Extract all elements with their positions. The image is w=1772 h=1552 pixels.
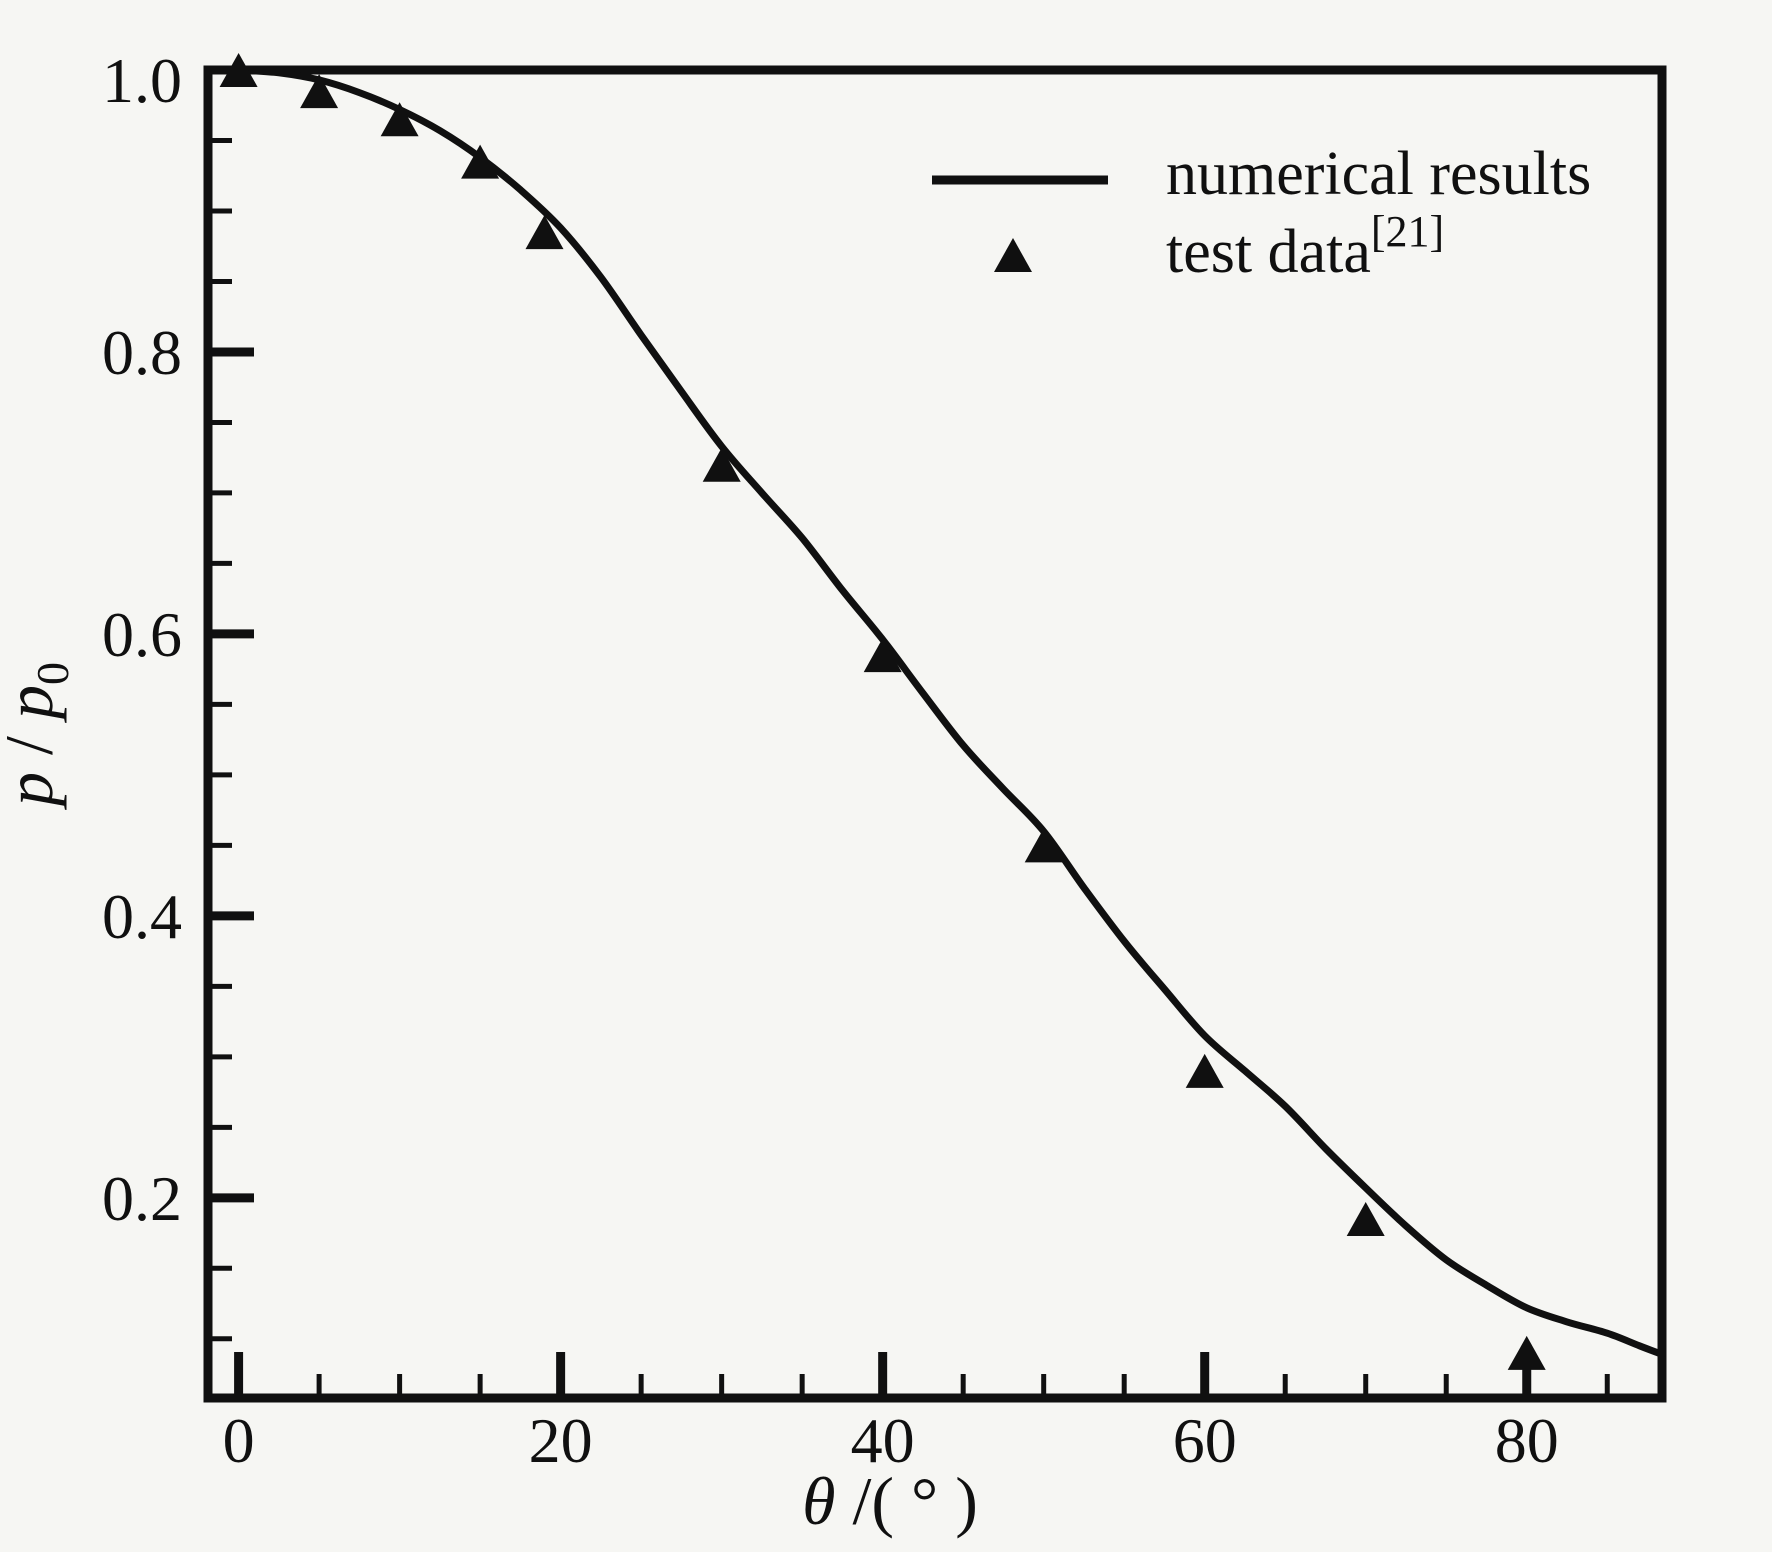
test-data-point-marker [863,638,902,673]
test-data-point-marker [380,102,419,137]
x-axis-label-symbol: θ [802,1463,835,1539]
y-tick-label: 1.0 [102,45,182,116]
legend-label-test-data-citation: [21] [1371,207,1444,256]
y-tick-label: 0.2 [102,1163,182,1234]
legend-label-test-data-text: test data [1166,218,1371,286]
y-axis-label-p: p [0,772,67,810]
legend-triangle-sample-test-data [994,238,1032,272]
test-data-point-marker [1024,828,1063,863]
plot-border [203,65,1667,1403]
y-tick-label: 0.6 [102,599,182,670]
y-axis-label-divider: / [0,719,67,772]
x-tick-label: 60 [1173,1405,1237,1476]
x-axis-label: θ /( ° ) [802,1463,978,1539]
x-axis-label-units: /( ° ) [836,1463,978,1539]
test-data-point-marker [461,144,500,179]
test-data-point-marker [1507,1335,1546,1370]
numerical-results-curve [235,66,1666,1358]
y-axis-label-subscript: 0 [27,662,78,685]
legend: numerical results test data[21] [932,140,1591,286]
test-data-point-marker [525,215,564,250]
legend-label-numerical-results: numerical results [1166,140,1591,208]
legend-label-test-data: test data[21] [1166,207,1444,286]
y-axis-label: p / p0 [0,662,78,810]
axes-layer: 0 20 40 60 80 0.2 0.4 0.6 0.8 1.0 [102,45,1667,1476]
x-tick-label: 80 [1495,1405,1559,1476]
test-data-point-marker [702,447,741,482]
x-tick-label: 40 [851,1405,915,1476]
y-tick-label: 0.4 [102,881,182,952]
x-tick-label: 20 [529,1405,593,1476]
test-data-point-marker [219,53,258,87]
test-data-point-marker [1185,1053,1224,1088]
test-data-point-marker [300,74,339,109]
x-tick-label: 0 [223,1405,255,1476]
y-axis-label-p0: p [0,685,67,723]
test-data-point-marker [1346,1202,1385,1236]
series-layer [219,53,1666,1370]
y-tick-label: 0.8 [102,317,182,388]
